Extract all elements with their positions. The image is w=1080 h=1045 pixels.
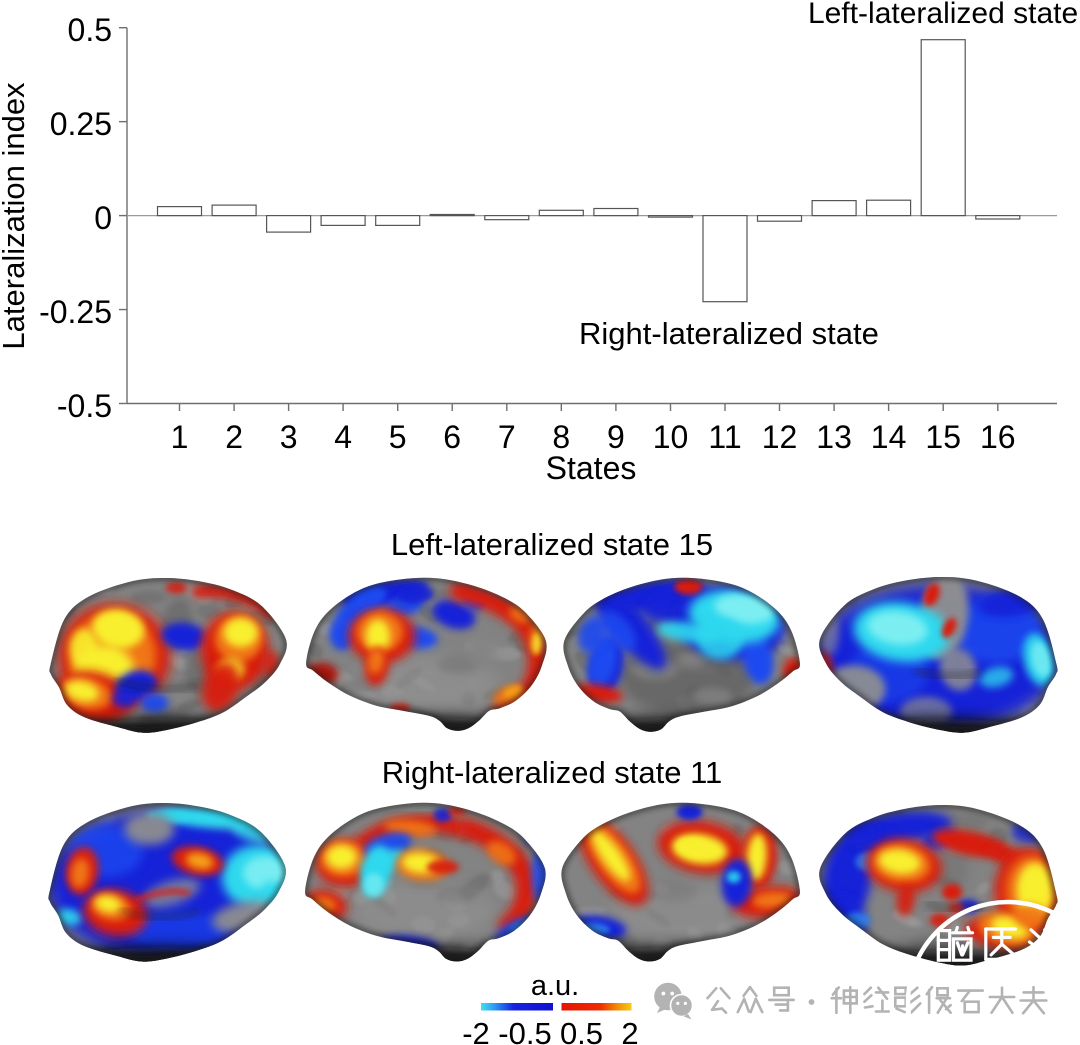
svg-text:14: 14 [871, 419, 907, 455]
svg-text:12: 12 [762, 419, 798, 455]
svg-text:0.5: 0.5 [560, 1016, 603, 1045]
svg-text:Left-lateralized state: Left-lateralized state [808, 0, 1078, 30]
svg-text:-0.25: -0.25 [39, 294, 112, 330]
svg-text:15: 15 [925, 419, 961, 455]
svg-text:a.u.: a.u. [531, 970, 579, 1002]
svg-text:9: 9 [607, 419, 625, 455]
svg-text:2: 2 [225, 419, 243, 455]
svg-text:11: 11 [708, 419, 741, 455]
svg-text:0.25: 0.25 [50, 106, 112, 142]
svg-text:8: 8 [552, 419, 570, 455]
svg-text:Right-lateralized state: Right-lateralized state [579, 316, 879, 351]
svg-text:4: 4 [334, 419, 352, 455]
svg-text:-0.5: -0.5 [57, 388, 112, 424]
svg-text:1: 1 [171, 419, 189, 455]
svg-text:Left-lateralized state 15: Left-lateralized state 15 [391, 527, 713, 562]
svg-text:0.5: 0.5 [68, 12, 112, 48]
svg-text:-0.5: -0.5 [498, 1016, 551, 1045]
svg-text:0: 0 [94, 200, 112, 236]
svg-text:7: 7 [498, 419, 516, 455]
svg-text:13: 13 [816, 419, 852, 455]
svg-text:5: 5 [389, 419, 407, 455]
svg-text:10: 10 [653, 419, 689, 455]
svg-text:2: 2 [621, 1016, 638, 1045]
svg-text:States: States [546, 450, 637, 486]
svg-text:Right-lateralized state 11: Right-lateralized state 11 [382, 755, 723, 790]
svg-text:6: 6 [443, 419, 461, 455]
svg-text:16: 16 [980, 419, 1016, 455]
svg-text:Lateralization index: Lateralization index [0, 82, 31, 350]
svg-text:3: 3 [280, 419, 298, 455]
svg-text:-2: -2 [462, 1016, 490, 1045]
